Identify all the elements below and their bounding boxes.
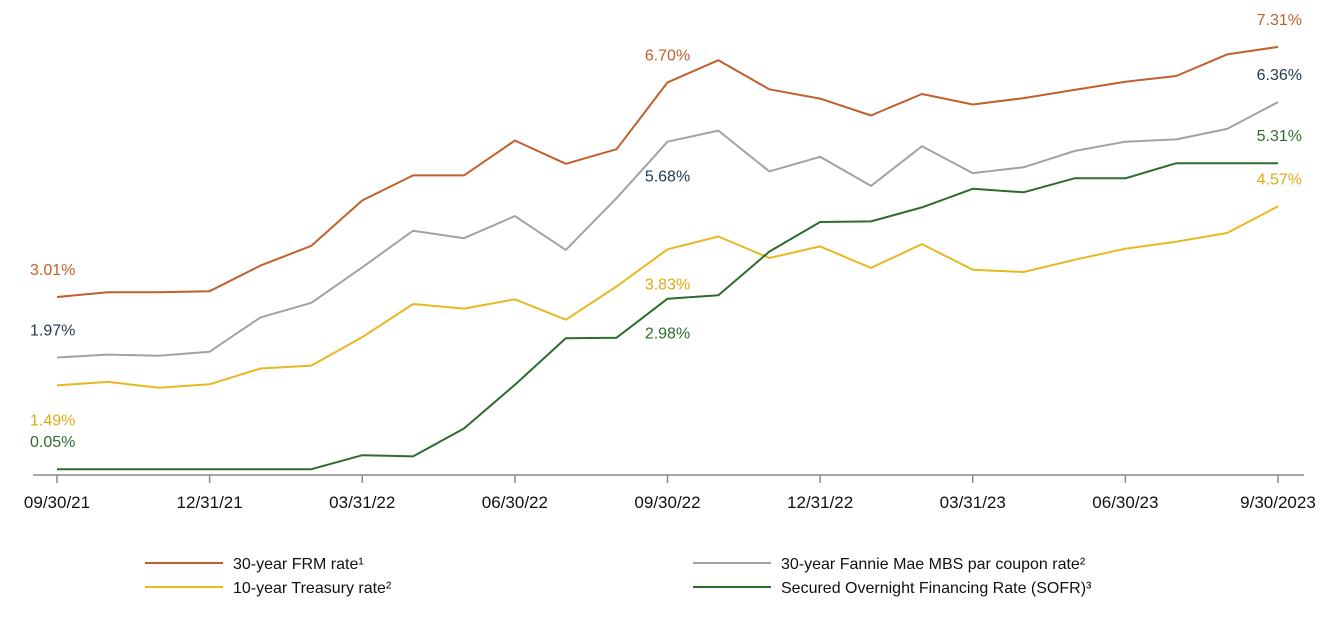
data-labels: 3.01% 1.97% 1.49% 0.05% 6.70% 5.68% 3.83% 2.98%… bbox=[30, 12, 1302, 451]
data-label: 4.57% bbox=[1257, 171, 1302, 188]
data-label: 0.05% bbox=[30, 434, 75, 451]
x-axis: 09/30/21 12/31/21 03/31/22 06/30/22 09/30/22… bbox=[24, 474, 1316, 512]
series-line-2 bbox=[56, 101, 1279, 359]
x-tick-label: 09/30/21 bbox=[24, 493, 90, 512]
x-tick-label: 9/30/2023 bbox=[1240, 493, 1316, 512]
data-label: 2.98% bbox=[645, 326, 690, 343]
x-tick-label: 03/31/22 bbox=[329, 493, 395, 512]
legend-label: 10-year Treasury rate² bbox=[233, 580, 392, 597]
series-line-3 bbox=[56, 205, 1279, 389]
x-tick-label: 12/31/22 bbox=[787, 493, 853, 512]
x-tick-label: 12/31/21 bbox=[177, 493, 243, 512]
legend: 30-year FRM rate¹ 30-year Fannie Mae MBS … bbox=[145, 556, 1092, 597]
legend-label: 30-year FRM rate¹ bbox=[233, 556, 364, 573]
x-tick-label: 09/30/22 bbox=[634, 493, 700, 512]
data-label: 5.68% bbox=[645, 169, 690, 186]
data-label: 1.97% bbox=[30, 322, 75, 339]
series-line-1 bbox=[56, 45, 1279, 298]
data-label: 7.31% bbox=[1257, 12, 1302, 29]
series-lines bbox=[56, 45, 1279, 471]
legend-label: Secured Overnight Financing Rate (SOFR)³ bbox=[781, 580, 1092, 597]
x-tick-label: 06/30/22 bbox=[482, 493, 548, 512]
x-tick-label: 06/30/23 bbox=[1092, 493, 1158, 512]
data-label: 3.01% bbox=[30, 262, 75, 279]
data-label: 5.31% bbox=[1257, 128, 1302, 145]
data-label: 6.70% bbox=[645, 47, 690, 64]
series-line-4 bbox=[57, 162, 1278, 471]
data-label: 3.83% bbox=[645, 276, 690, 293]
legend-label: 30-year Fannie Mae MBS par coupon rate² bbox=[781, 556, 1086, 573]
data-label: 1.49% bbox=[30, 412, 75, 429]
data-label: 6.36% bbox=[1257, 67, 1302, 84]
x-tick-label: 03/31/23 bbox=[940, 493, 1006, 512]
